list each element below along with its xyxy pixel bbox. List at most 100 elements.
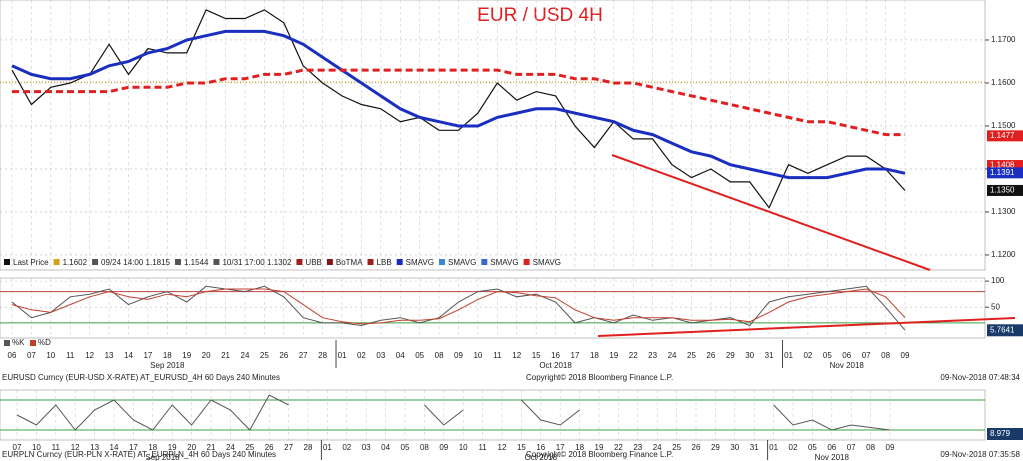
x-tick-label: 18: [575, 443, 584, 452]
x-tick-label: 15: [532, 351, 541, 360]
x-tick-label: 23: [633, 443, 642, 452]
x-tick-label: 01: [769, 443, 778, 452]
legend-swatch: [438, 259, 445, 265]
x-tick-label: 15: [517, 443, 526, 452]
x-tick-label: 08: [881, 351, 890, 360]
x-tick-label: 28: [304, 443, 313, 452]
x-tick-label: 05: [823, 351, 832, 360]
price-tag: [987, 167, 1023, 179]
x-tick-label: 26: [692, 443, 701, 452]
x-tick-label: 21: [221, 351, 230, 360]
x-tick-label: 23: [648, 351, 657, 360]
legend-swatch: [4, 259, 10, 265]
x-tick-label: 13: [105, 351, 114, 360]
legend-swatch: [30, 340, 36, 346]
x-tick-label: 30: [730, 443, 739, 452]
x-tick-label: 10: [46, 351, 55, 360]
x-tick-label: 24: [241, 351, 250, 360]
value-tag-label: 5.7641: [990, 325, 1015, 334]
y-tick-label: 1.1600: [991, 78, 1016, 87]
x-tick-label: 22: [614, 443, 623, 452]
y-tick-label: 1.1700: [991, 35, 1016, 44]
x-tick-label: 31: [765, 351, 774, 360]
x-tick-label: 16: [551, 351, 560, 360]
x-tick-label: 03: [362, 443, 371, 452]
x-tick-label: 05: [808, 443, 817, 452]
x-tick-label: 02: [342, 443, 351, 452]
legend-label: %D: [38, 338, 51, 347]
x-tick-label: 25: [687, 351, 696, 360]
series-line: [12, 68, 905, 137]
x-tick-label: 07: [13, 443, 22, 452]
x-tick-label: 18: [590, 351, 599, 360]
panel-frame: [0, 389, 986, 441]
price-tag: [987, 184, 1023, 196]
legend-swatch: [481, 259, 488, 265]
legend-label: SMAVG: [490, 258, 518, 267]
x-tick-label: 06: [827, 443, 836, 452]
month-label: Nov 2018: [830, 361, 865, 370]
x-tick-label: 07: [862, 351, 871, 360]
x-tick-label: 27: [299, 351, 308, 360]
x-tick-label: 09: [439, 443, 448, 452]
x-tick-label: 08: [866, 443, 875, 452]
panel-frame: [0, 277, 986, 339]
legend-swatch: [367, 259, 374, 265]
x-tick-label: 09: [454, 351, 463, 360]
x-tick-label: 12: [498, 443, 507, 452]
legend-swatch: [213, 259, 220, 265]
trend-line: [597, 317, 1016, 337]
legend-swatch: [523, 259, 530, 265]
x-tick-label: 11: [478, 443, 487, 452]
x-tick-label: 29: [711, 443, 720, 452]
value-tag: [987, 428, 1023, 440]
legend-label: SMAVG: [406, 258, 434, 267]
legend-label: 10/31 17:00 1.1302: [222, 258, 292, 267]
x-tick-label: 30: [745, 351, 754, 360]
x-tick-label: 28: [318, 351, 327, 360]
x-tick-label: 19: [609, 351, 618, 360]
y-tick-label: 1.1300: [991, 207, 1016, 216]
price-tag-label: 1.1477: [990, 131, 1015, 140]
chart-title: EUR / USD 4H: [477, 5, 603, 26]
legend-label: SMAVG: [533, 258, 561, 267]
x-tick-label: 24: [668, 351, 677, 360]
series-line: [11, 285, 906, 331]
series-line: [11, 29, 906, 180]
x-tick-label: 04: [396, 351, 405, 360]
y-tick-label: 1.1200: [991, 250, 1016, 259]
legend-label: %K: [12, 338, 25, 347]
legend-swatch: [175, 259, 181, 265]
value-tag-label: 8.979: [990, 429, 1011, 438]
x-tick-label: 12: [512, 351, 521, 360]
legend-label: Last Price: [13, 258, 49, 267]
price-tag-label: 1.1350: [990, 186, 1015, 195]
month-label: Nov 2018: [815, 453, 850, 461]
x-tick-label: 02: [803, 351, 812, 360]
x-tick-label: 31: [750, 443, 759, 452]
legend-swatch: [396, 259, 403, 265]
legend-label: UBB: [305, 258, 321, 267]
x-tick-label: 11: [52, 443, 61, 452]
x-tick-label: 07: [847, 443, 856, 452]
x-tick-label: 18: [163, 351, 172, 360]
legend-swatch: [53, 259, 60, 265]
x-tick-label: 26: [279, 351, 288, 360]
x-tick-label: 26: [706, 351, 715, 360]
x-tick-label: 09: [886, 443, 895, 452]
x-tick-label: 11: [493, 351, 502, 360]
x-tick-label: 01: [784, 351, 793, 360]
x-tick-label: 27: [284, 443, 293, 452]
legend-swatch: [4, 340, 10, 346]
x-tick-label: 11: [66, 351, 75, 360]
legend-label: BoTMA: [336, 258, 363, 267]
x-tick-label: 08: [435, 351, 444, 360]
legend-label: SMAVG: [448, 258, 476, 267]
x-tick-label: 16: [536, 443, 545, 452]
trend-line: [611, 154, 931, 271]
month-label: Sep 2018: [145, 453, 180, 461]
x-tick-label: 17: [143, 351, 152, 360]
x-tick-label: 02: [357, 351, 366, 360]
month-label: Oct 2018: [525, 453, 558, 461]
